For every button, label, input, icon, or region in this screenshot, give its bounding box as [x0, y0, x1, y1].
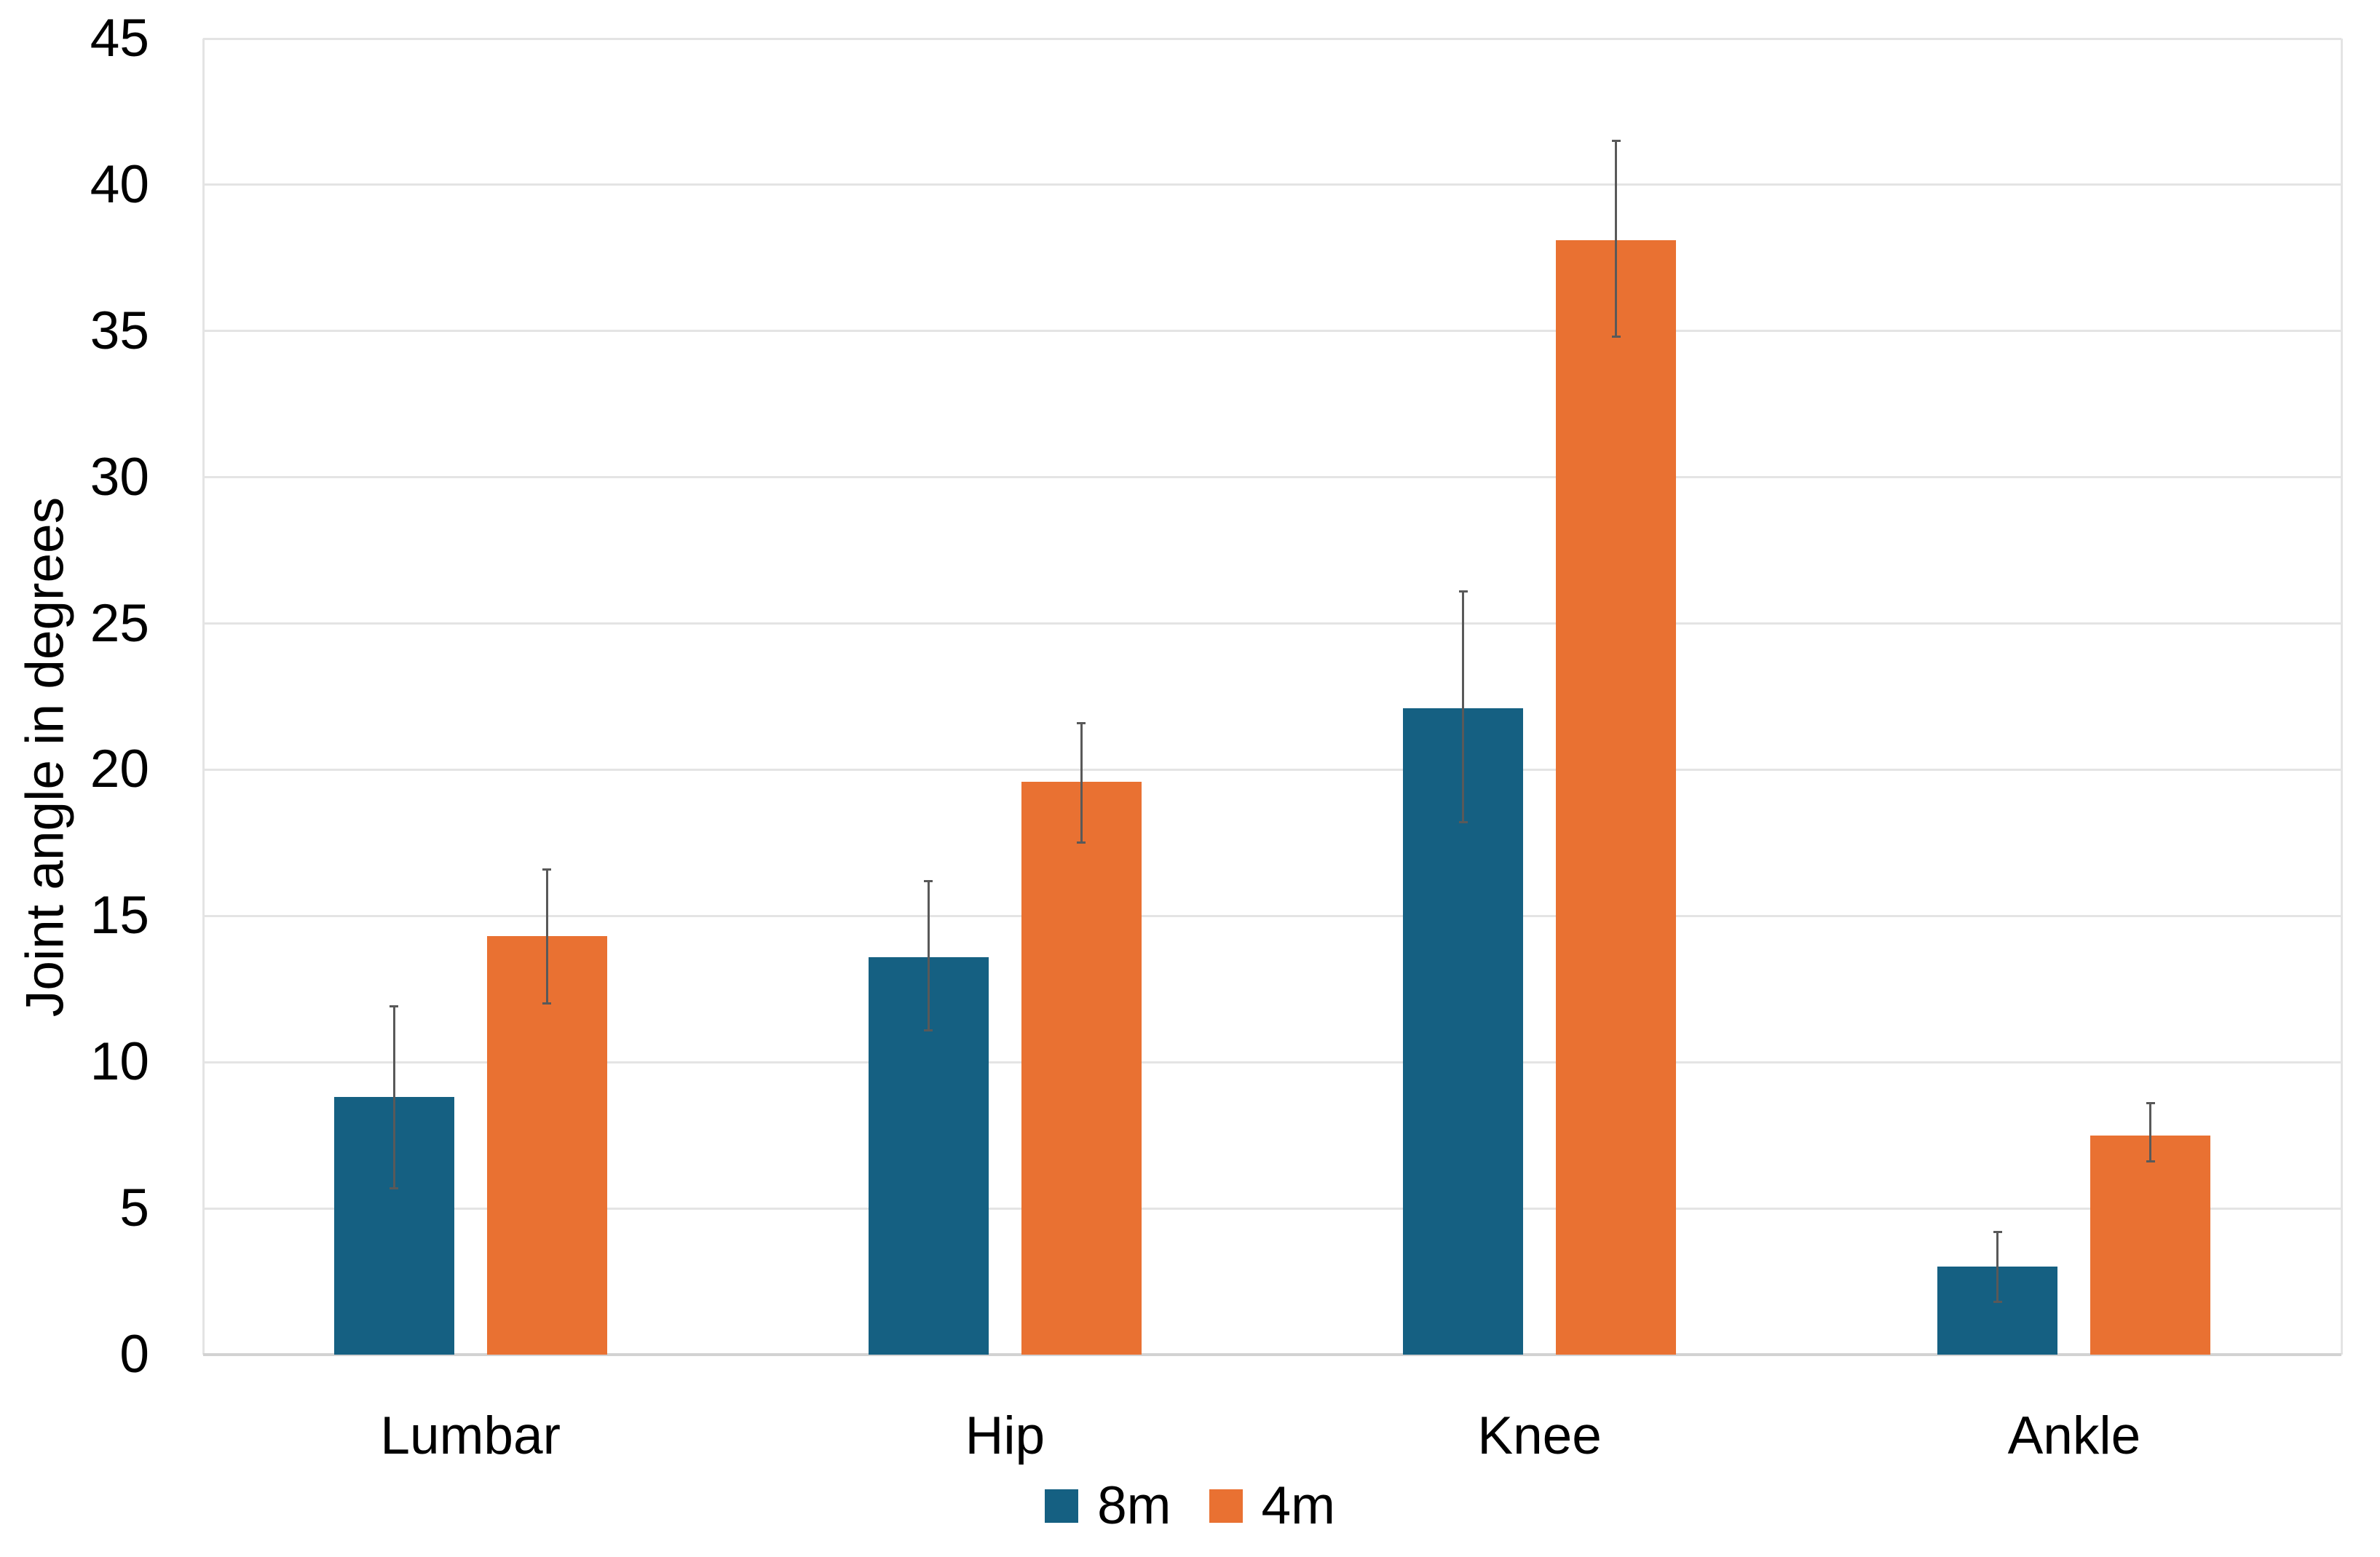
legend-item-4m: 4m	[1209, 1476, 1335, 1535]
gridline-30	[203, 476, 2341, 479]
error-bar-8m-lumbar	[392, 1006, 395, 1188]
legend-label-4m: 4m	[1261, 1476, 1335, 1535]
error-cap-top-4m-lumbar	[542, 868, 552, 871]
x-axis-label-ankle: Ankle	[2007, 1406, 2141, 1465]
error-cap-top-8m-ankle	[1993, 1230, 2002, 1233]
legend-item-8m: 8m	[1045, 1476, 1171, 1535]
x-axis-label-knee: Knee	[1477, 1406, 1602, 1465]
y-tick-label-30: 30	[90, 447, 149, 507]
x-axis-label-hip: Hip	[965, 1406, 1045, 1465]
error-cap-bottom-8m-knee	[1458, 821, 1468, 824]
error-bar-8m-ankle	[1996, 1232, 1999, 1302]
error-bar-8m-hip	[927, 881, 930, 1031]
bar-4m-hip	[1021, 781, 1142, 1355]
x-axis-label-lumbar: Lumbar	[380, 1406, 561, 1465]
gridline-10	[203, 1061, 2341, 1063]
y-tick-label-25: 25	[90, 593, 149, 653]
error-bar-8m-knee	[1462, 591, 1465, 823]
y-tick-label-0: 0	[119, 1325, 149, 1384]
bar-4m-lumbar	[486, 936, 607, 1355]
y-tick-label-40: 40	[90, 154, 149, 214]
legend: 8m 4m	[0, 1476, 2380, 1535]
gridline-25	[203, 622, 2341, 625]
error-bar-4m-hip	[1080, 723, 1083, 843]
error-cap-top-4m-hip	[1077, 721, 1086, 724]
error-cap-top-4m-knee	[1611, 140, 1621, 143]
error-bar-4m-lumbar	[545, 869, 548, 1004]
error-cap-bottom-4m-knee	[1611, 336, 1621, 338]
plot-border-right	[2340, 39, 2343, 1355]
error-cap-top-8m-knee	[1458, 590, 1468, 593]
legend-label-8m: 8m	[1097, 1476, 1171, 1535]
plot-border-left	[202, 39, 205, 1355]
gridline-20	[203, 768, 2341, 771]
error-bar-4m-knee	[1615, 140, 1618, 337]
error-cap-bottom-4m-hip	[1077, 841, 1086, 844]
plot-area	[202, 37, 2343, 1356]
gridline-45	[203, 37, 2341, 40]
error-cap-bottom-8m-ankle	[1993, 1301, 2002, 1304]
error-cap-bottom-4m-lumbar	[542, 1002, 552, 1005]
legend-swatch-4m	[1209, 1489, 1243, 1523]
gridline-40	[203, 183, 2341, 186]
error-cap-top-4m-ankle	[2146, 1101, 2155, 1104]
error-cap-bottom-8m-lumbar	[390, 1186, 399, 1189]
y-tick-label-5: 5	[119, 1178, 149, 1238]
legend-swatch-8m	[1045, 1489, 1079, 1523]
error-bar-4m-ankle	[2149, 1103, 2152, 1162]
error-cap-bottom-8m-hip	[924, 1029, 933, 1031]
error-cap-bottom-4m-ankle	[2146, 1160, 2155, 1163]
y-tick-label-10: 10	[90, 1032, 149, 1092]
y-tick-label-45: 45	[90, 9, 149, 68]
bar-4m-ankle	[2090, 1135, 2211, 1355]
error-cap-top-8m-lumbar	[390, 1005, 399, 1008]
bar-4m-knee	[1556, 240, 1677, 1355]
x-axis-line	[203, 1353, 2341, 1356]
gridline-5	[203, 1207, 2341, 1210]
gridline-15	[203, 914, 2341, 917]
y-tick-label-15: 15	[90, 886, 149, 946]
gridline-35	[203, 330, 2341, 333]
y-tick-label-20: 20	[90, 740, 149, 799]
y-tick-label-35: 35	[90, 301, 149, 360]
error-cap-top-8m-hip	[924, 879, 933, 882]
